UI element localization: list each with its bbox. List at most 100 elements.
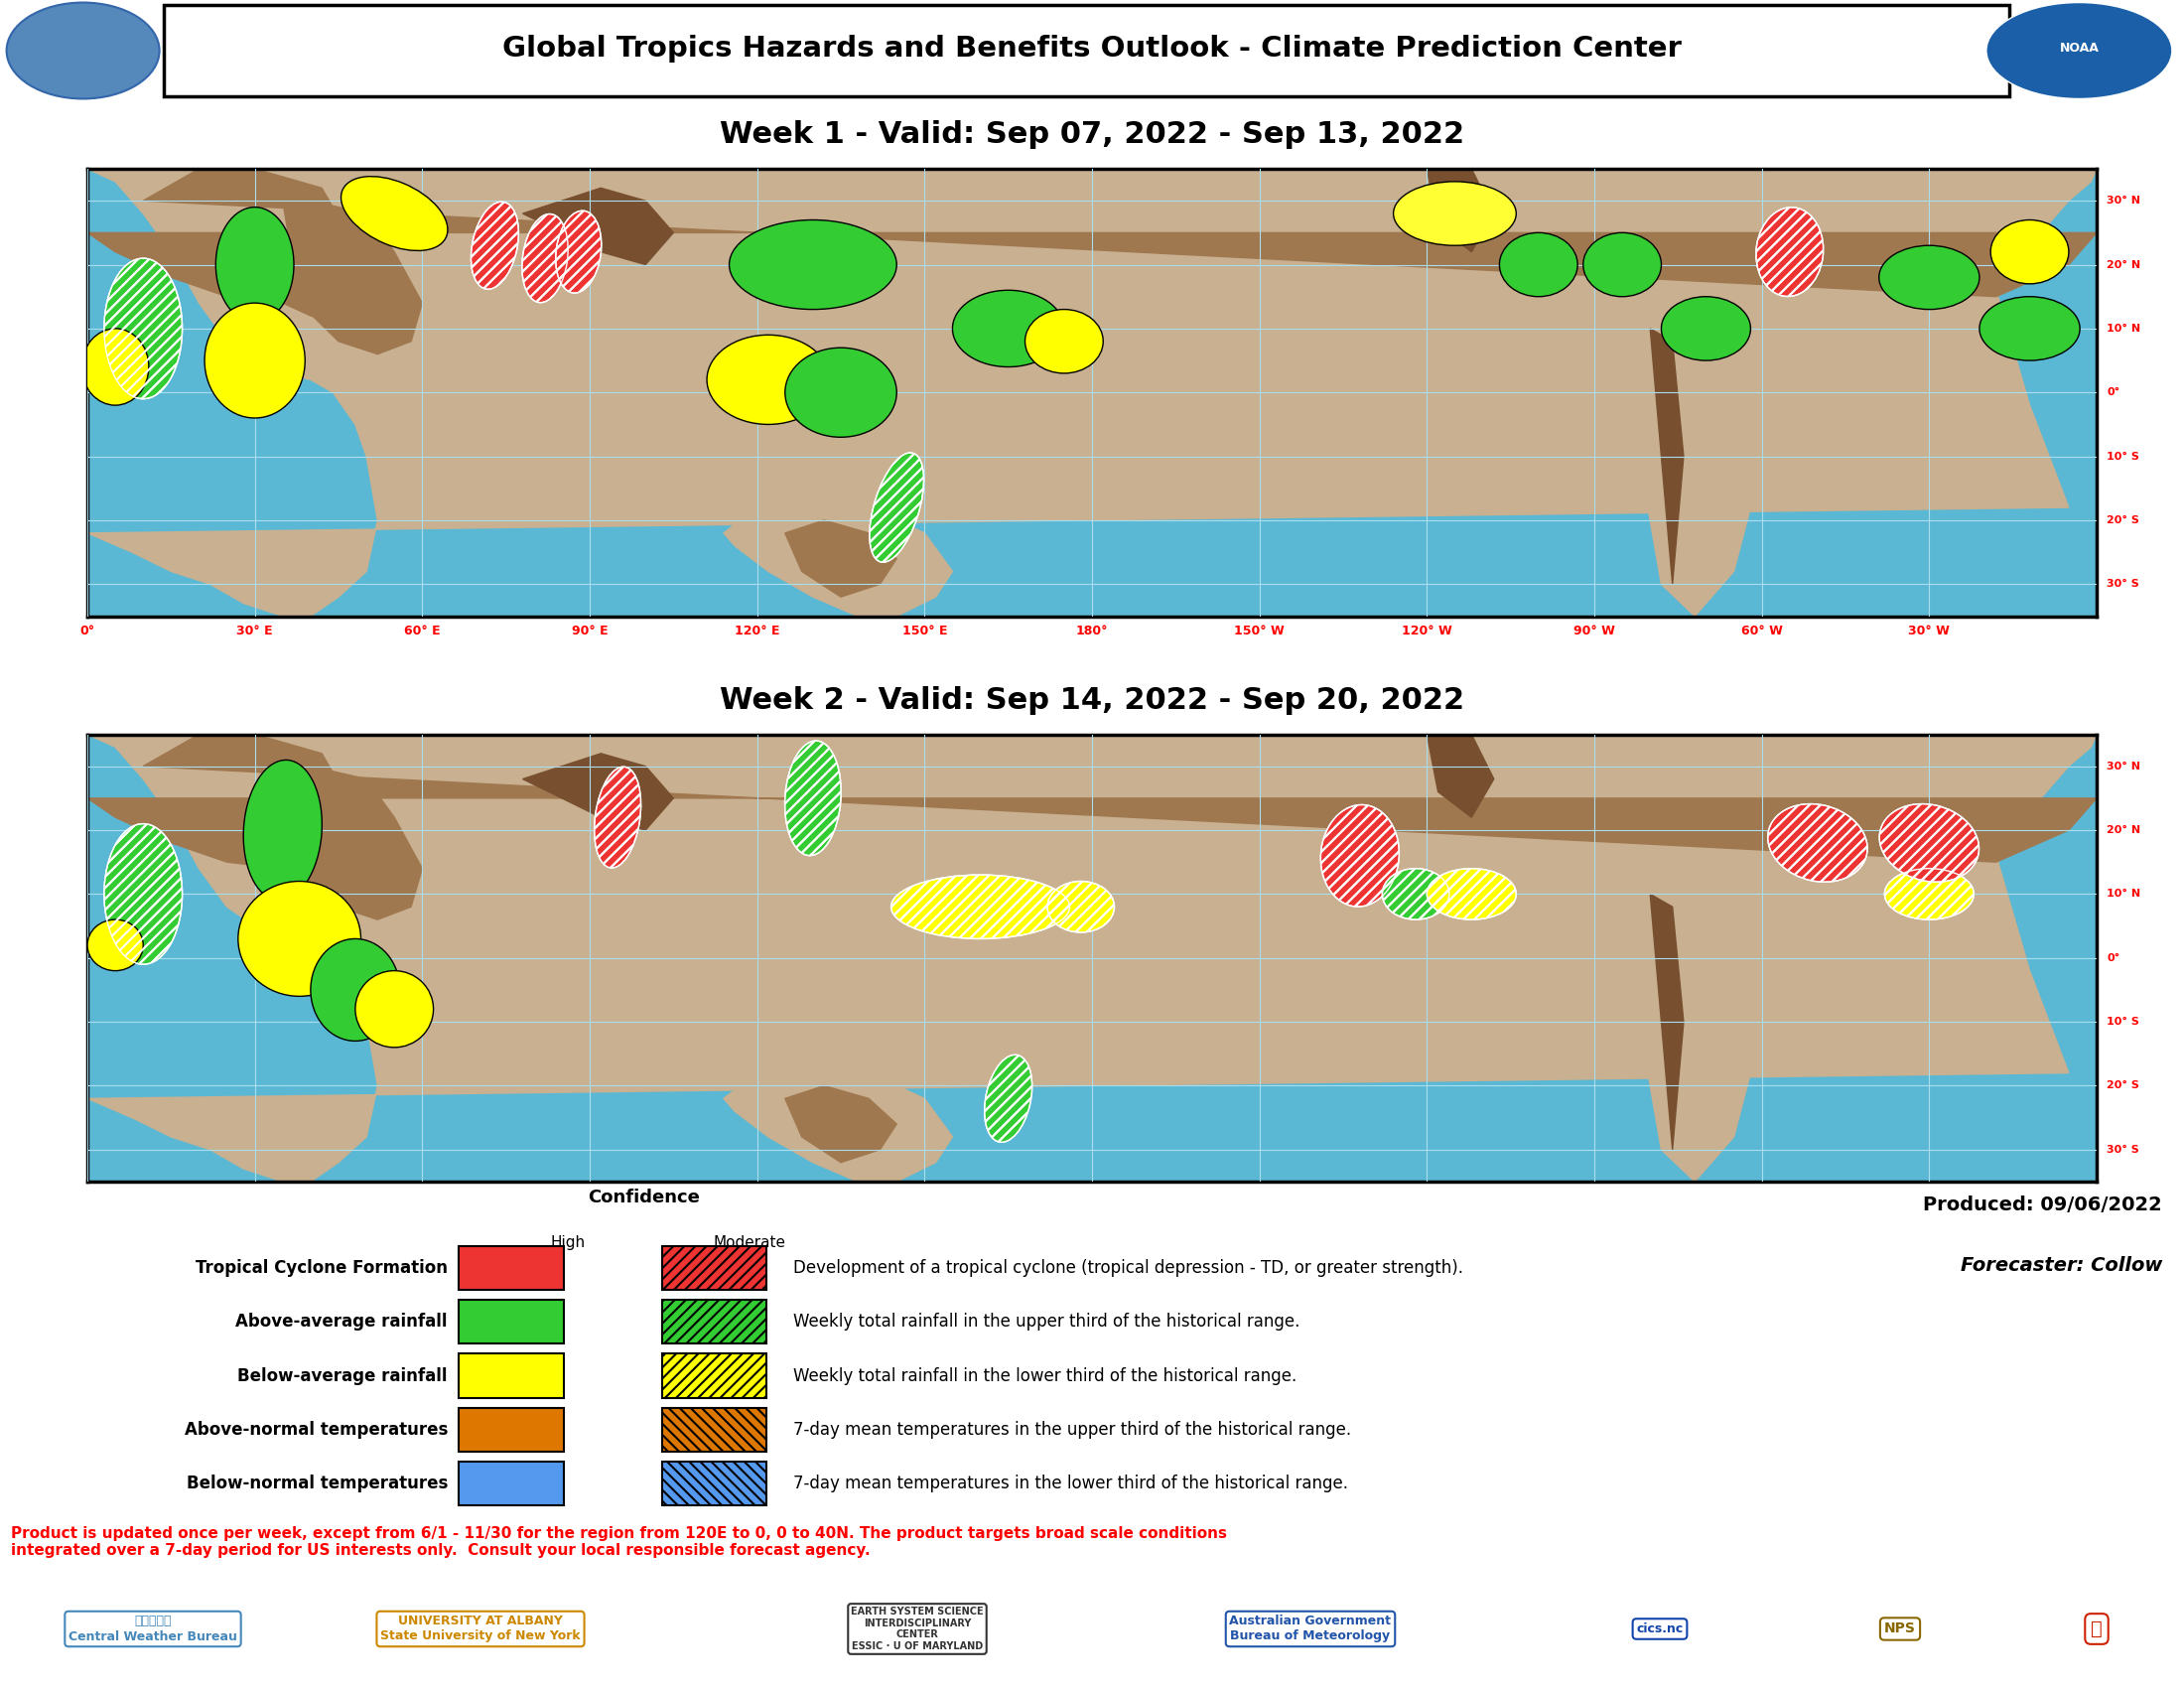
Text: 150° W: 150° W [1234, 625, 1284, 638]
Bar [459, 1408, 563, 1452]
Ellipse shape [238, 881, 360, 996]
Polygon shape [1638, 805, 1706, 856]
Text: Below-normal temperatures: Below-normal temperatures [186, 1475, 448, 1492]
Text: EARTH SYSTEM SCIENCE
INTERDISCIPLINARY
CENTER
ESSIC · U OF MARYLAND: EARTH SYSTEM SCIENCE INTERDISCIPLINARY C… [852, 1607, 983, 1651]
Ellipse shape [1756, 208, 1824, 297]
Polygon shape [1400, 169, 1734, 290]
FancyBboxPatch shape [164, 5, 2009, 96]
Polygon shape [1651, 895, 1684, 1150]
Ellipse shape [205, 304, 306, 419]
Text: 20° N: 20° N [2108, 825, 2140, 836]
Polygon shape [87, 169, 2097, 329]
Text: Produced: 09/06/2022: Produced: 09/06/2022 [1924, 1195, 2162, 1214]
Text: 10° S: 10° S [2108, 451, 2140, 461]
Text: 120° E: 120° E [734, 625, 780, 638]
Polygon shape [723, 508, 952, 616]
Ellipse shape [1987, 3, 2171, 100]
Text: Confidence: Confidence [587, 1188, 701, 1207]
Ellipse shape [1885, 869, 1974, 920]
Text: 10° N: 10° N [2108, 890, 2140, 900]
Polygon shape [747, 329, 784, 380]
Text: 180°: 180° [1077, 625, 1107, 638]
Ellipse shape [555, 211, 601, 294]
Ellipse shape [1382, 869, 1450, 920]
Polygon shape [690, 927, 841, 1035]
Polygon shape [87, 734, 2097, 895]
Polygon shape [747, 895, 784, 945]
Text: 90° W: 90° W [1572, 625, 1616, 638]
Polygon shape [784, 1085, 898, 1163]
Polygon shape [590, 766, 701, 881]
Text: Weekly total rainfall in the lower third of the historical range.: Weekly total rainfall in the lower third… [793, 1367, 1297, 1384]
Polygon shape [522, 187, 673, 265]
Polygon shape [87, 734, 2097, 830]
Text: Week 1 - Valid: Sep 07, 2022 - Sep 13, 2022: Week 1 - Valid: Sep 07, 2022 - Sep 13, 2… [721, 120, 1463, 150]
Ellipse shape [891, 874, 1070, 939]
Polygon shape [87, 734, 2097, 1182]
Text: 150° E: 150° E [902, 625, 948, 638]
Ellipse shape [1583, 233, 1662, 297]
Polygon shape [1511, 780, 1623, 906]
Polygon shape [432, 169, 579, 366]
Ellipse shape [869, 452, 924, 562]
Ellipse shape [216, 208, 295, 322]
Text: Weekly total rainfall in the upper third of the historical range.: Weekly total rainfall in the upper third… [793, 1313, 1299, 1330]
Polygon shape [1638, 304, 1752, 616]
Polygon shape [1400, 734, 1734, 856]
Text: 0°: 0° [81, 625, 94, 638]
Bar [459, 1300, 563, 1344]
Ellipse shape [105, 258, 181, 398]
Ellipse shape [522, 214, 568, 302]
Polygon shape [633, 329, 701, 405]
Bar [662, 1300, 767, 1344]
Polygon shape [690, 361, 841, 469]
Text: 30° N: 30° N [2108, 196, 2140, 206]
Polygon shape [758, 734, 869, 842]
Text: Forecaster: Collow: Forecaster: Collow [1961, 1256, 2162, 1274]
Polygon shape [522, 753, 673, 830]
Ellipse shape [1426, 869, 1516, 920]
Text: 60° E: 60° E [404, 625, 441, 638]
Ellipse shape [1878, 245, 1979, 309]
Text: 7-day mean temperatures in the upper third of the historical range.: 7-day mean temperatures in the upper thi… [793, 1421, 1352, 1438]
Polygon shape [758, 169, 869, 277]
Ellipse shape [1990, 219, 2068, 284]
Text: 0°: 0° [2108, 954, 2121, 962]
Polygon shape [367, 169, 981, 290]
Ellipse shape [784, 348, 898, 437]
Text: Week 2 - Valid: Sep 14, 2022 - Sep 20, 2022: Week 2 - Valid: Sep 14, 2022 - Sep 20, 2… [721, 685, 1463, 716]
Text: 20° S: 20° S [2108, 1080, 2140, 1090]
Ellipse shape [1767, 803, 1867, 881]
Ellipse shape [105, 824, 181, 964]
Text: UNIVERSITY AT ALBANY
State University of New York: UNIVERSITY AT ALBANY State University of… [380, 1615, 581, 1642]
Ellipse shape [1321, 805, 1400, 906]
Text: 7-day mean temperatures in the lower third of the historical range.: 7-day mean temperatures in the lower thi… [793, 1475, 1348, 1492]
Bar [662, 1354, 767, 1398]
Polygon shape [1511, 214, 1623, 341]
Text: Tropical Cyclone Formation: Tropical Cyclone Formation [197, 1259, 448, 1276]
Text: Australian Government
Bureau of Meteorology: Australian Government Bureau of Meteorol… [1230, 1615, 1391, 1642]
Ellipse shape [1500, 233, 1577, 297]
Polygon shape [432, 734, 579, 932]
Ellipse shape [341, 176, 448, 252]
Polygon shape [1638, 240, 1706, 290]
Polygon shape [282, 201, 422, 354]
Text: High: High [550, 1236, 585, 1251]
Bar [459, 1354, 563, 1398]
Polygon shape [1426, 734, 1494, 817]
Ellipse shape [729, 219, 898, 309]
Text: Moderate: Moderate [712, 1236, 786, 1251]
Polygon shape [87, 169, 2097, 616]
Text: 30° W: 30° W [1909, 625, 1950, 638]
Polygon shape [282, 766, 422, 920]
Polygon shape [87, 169, 2097, 265]
Text: 20° S: 20° S [2108, 515, 2140, 525]
Text: 60° W: 60° W [1741, 625, 1782, 638]
Bar [459, 1246, 563, 1290]
Bar [662, 1462, 767, 1506]
Polygon shape [590, 201, 701, 316]
Text: cics.nc: cics.nc [1636, 1622, 1684, 1636]
Text: 30° E: 30° E [236, 625, 273, 638]
Text: 10° S: 10° S [2108, 1016, 2140, 1026]
Ellipse shape [87, 920, 144, 971]
